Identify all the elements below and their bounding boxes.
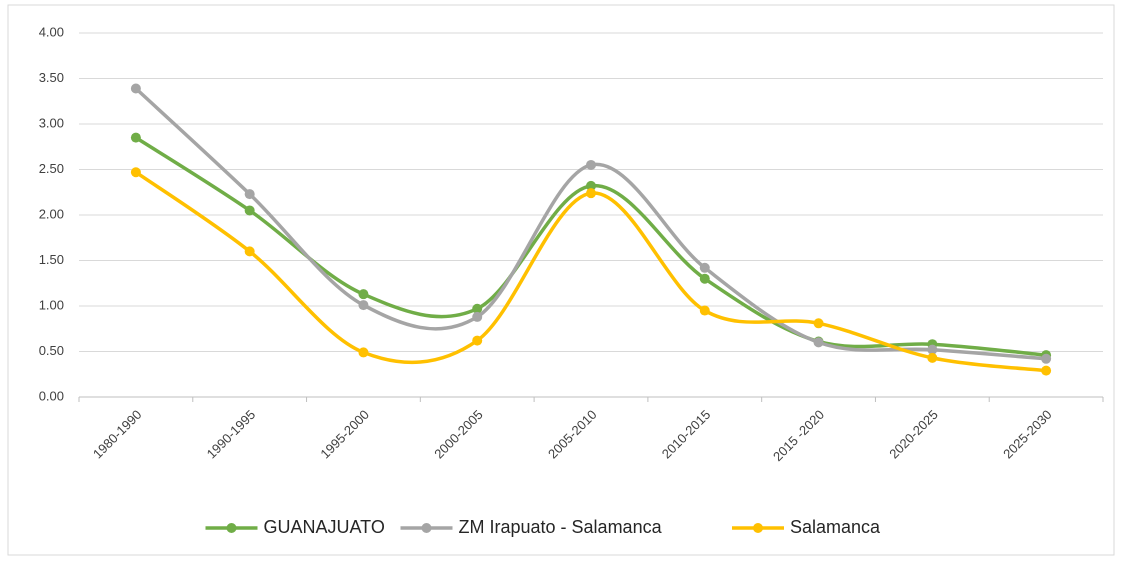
y-tick-label: 4.00	[39, 24, 64, 39]
series-marker	[472, 311, 483, 322]
series-marker	[244, 205, 255, 216]
y-tick-label: 0.00	[39, 388, 64, 403]
series-marker	[813, 318, 824, 329]
series-marker	[472, 303, 483, 314]
legend-marker	[753, 523, 763, 533]
series-marker	[358, 300, 369, 311]
series-marker	[699, 273, 710, 284]
series-marker	[1041, 365, 1052, 376]
series-marker	[130, 83, 141, 94]
series-marker	[472, 335, 483, 346]
series-marker	[130, 167, 141, 178]
series-marker	[358, 347, 369, 358]
y-tick-label: 2.50	[39, 161, 64, 176]
series-marker	[358, 289, 369, 300]
legend-text: Salamanca	[790, 517, 881, 537]
legend-marker	[421, 523, 432, 533]
legend-text: GUANAJUATO	[264, 517, 385, 537]
series-line	[134, 170, 1047, 373]
legend-text: ZM Irapuato - Salamanca	[459, 517, 663, 537]
y-tick-label: 3.50	[39, 70, 64, 85]
chart-frame	[7, 4, 1115, 556]
y-tick-label: 3.00	[39, 115, 64, 130]
series-marker	[927, 344, 938, 355]
series-marker	[244, 189, 255, 200]
series-marker	[699, 262, 710, 273]
series-marker	[813, 337, 824, 348]
series-marker	[927, 352, 938, 363]
legend-marker	[226, 523, 237, 533]
y-tick-label: 1.50	[39, 252, 64, 267]
series-marker	[586, 188, 596, 199]
series-marker	[586, 159, 596, 170]
y-tick-label: 0.50	[39, 343, 64, 358]
series-marker	[699, 305, 710, 316]
y-tick-label: 1.00	[39, 297, 64, 312]
y-tick-label: 2.00	[39, 206, 64, 221]
series-marker	[130, 132, 141, 143]
series-marker	[586, 180, 596, 191]
series-marker	[1041, 353, 1052, 364]
series-marker	[244, 246, 255, 257]
series-line	[134, 87, 1047, 361]
